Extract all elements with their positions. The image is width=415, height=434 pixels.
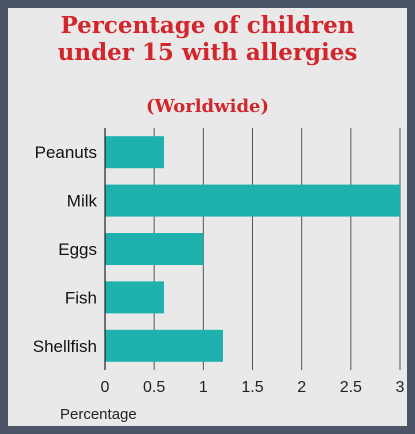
x-axis-label: Percentage [60, 406, 137, 423]
bars [105, 136, 400, 362]
category-label-eggs: Eggs [58, 240, 97, 259]
x-tick-labels: 0 0.5 1 1.5 2 2.5 3 [101, 379, 405, 396]
category-label-milk: Milk [67, 192, 98, 211]
x-tick-label-4: 2 [297, 379, 306, 396]
chart-title-line-2: under 15 with allergies [57, 39, 358, 66]
x-tick-label-5: 2.5 [340, 379, 362, 396]
chart-subtitle: (Worldwide) [145, 96, 270, 117]
bar-milk [105, 184, 400, 217]
grid-lines [153, 128, 401, 370]
category-label-fish: Fish [65, 288, 97, 307]
bar-eggs [105, 233, 204, 265]
bar-fish [105, 281, 164, 314]
x-tick-label-6: 3 [396, 379, 405, 396]
x-tick-label-1: 0.5 [143, 379, 165, 396]
chart-panel: Percentage of children under 15 with all… [8, 8, 407, 426]
bar-peanuts [105, 136, 164, 169]
bar-shellfish [105, 329, 223, 362]
x-tick-label-0: 0 [101, 379, 110, 396]
bar-chart: 0 0.5 1 1.5 2 2.5 3 Peanuts Milk Eggs Fish Shellfi… [33, 128, 405, 396]
category-label-peanuts: Peanuts [35, 143, 97, 162]
chart-title: Percentage of children under 15 with all… [8, 12, 407, 66]
x-tick-label-2: 1 [199, 379, 208, 396]
category-label-shellfish: Shellfish [33, 337, 97, 356]
chart-title-line-1: Percentage of children [60, 12, 355, 39]
category-labels: Peanuts Milk Eggs Fish Shellfish [33, 143, 98, 356]
x-tick-label-3: 1.5 [241, 379, 263, 396]
